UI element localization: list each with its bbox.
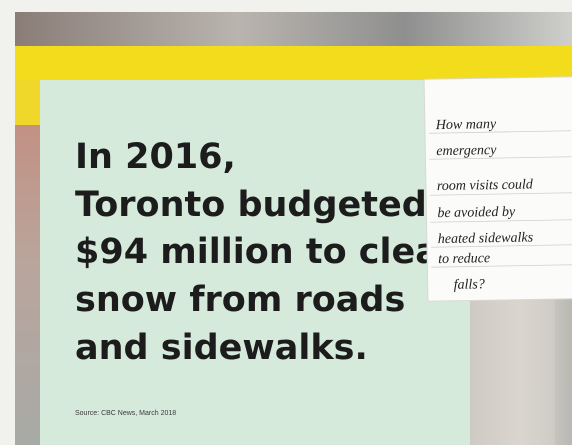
note-line: room visits could <box>437 177 534 194</box>
note-line: be avoided by <box>437 205 516 221</box>
left-yellow <box>15 80 40 125</box>
note-line: falls? <box>454 277 485 293</box>
yellow-band <box>15 46 572 80</box>
left-strip <box>15 80 40 445</box>
headline-line: and sidewalks. <box>75 328 368 368</box>
sticky-note: How many emergency room visits could be … <box>423 76 572 302</box>
headline-line: In 2016, <box>75 137 236 177</box>
note-line: heated sidewalks <box>438 230 534 247</box>
top-band <box>15 12 572 46</box>
poster-panel <box>40 80 470 445</box>
headline-line: snow from roads <box>75 280 405 320</box>
note-line: How many <box>435 117 497 133</box>
note-rules <box>428 130 572 268</box>
headline-line: $94 million to clear <box>75 232 457 272</box>
note-line: emergency <box>436 143 497 159</box>
note-line: to reduce <box>438 251 490 267</box>
right-strip-shade <box>470 300 555 445</box>
source: Source: CBC News, March 2018 <box>75 410 176 417</box>
headline-line: Toronto budgeted <box>75 185 427 225</box>
